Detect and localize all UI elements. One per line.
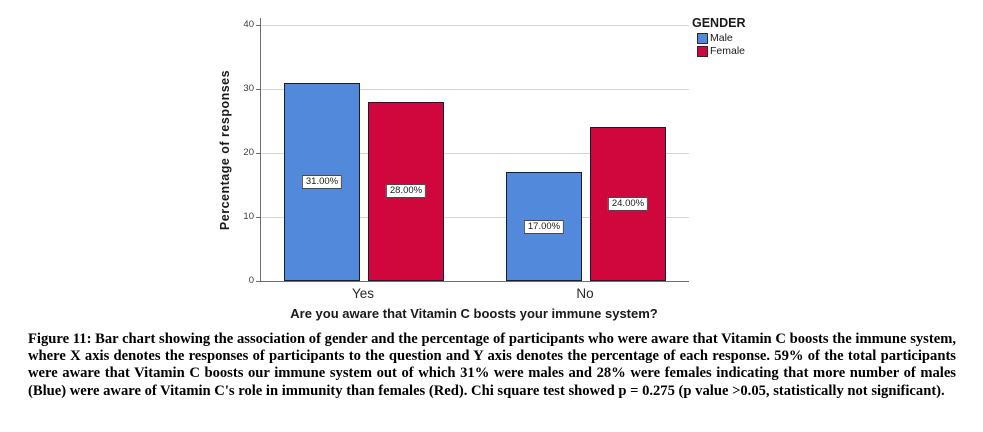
y-tick-mark [256,25,260,26]
figure-caption: Figure 11: Bar chart showing the associa… [28,331,956,399]
y-tick-label: 30 [243,83,254,94]
bar-male-no: 17.00% [506,172,582,281]
x-category-label-yes: Yes [351,286,375,301]
legend-swatch-female [697,45,708,57]
bar-male-yes: 31.00% [284,82,360,281]
gridline [261,89,689,90]
legend-entries: Male Female [692,32,745,57]
gridline [261,217,689,218]
legend-swatch-male [697,32,708,44]
y-tick-mark [256,89,260,90]
legend: GENDER Male Female [692,16,745,58]
legend-title: GENDER [692,16,746,30]
legend-entry-female: Female [697,45,745,57]
legend-label: Male [710,32,733,44]
y-tick-mark [256,281,260,282]
y-tick-mark [256,153,260,154]
bar-value-label: 31.00% [301,174,343,189]
bar-value-label: 17.00% [523,219,565,234]
bar-chart: Percentage of responses 31.00% 17.00% 28.0… [218,16,745,321]
y-tick-mark [256,217,260,218]
legend-entry-male: Male [697,32,745,44]
y-tick-label: 40 [243,19,254,30]
bar-value-label: 28.00% [385,184,427,199]
legend-label: Female [710,45,746,57]
bar-value-label: 24.00% [607,197,649,212]
x-axis-title: Are you aware that Vitamin C boosts your… [290,306,658,321]
gridline [261,25,689,26]
plot-area: 31.00% 17.00% 28.00% 24.00% [260,18,689,282]
bar-female-no: 24.00% [590,127,666,281]
y-tick-label: 0 [248,275,254,286]
y-tick-label: 20 [243,147,254,158]
y-tick-label: 10 [243,211,254,222]
x-category-label-no: No [576,286,594,301]
bar-female-yes: 28.00% [368,101,444,281]
gridline [261,153,689,154]
